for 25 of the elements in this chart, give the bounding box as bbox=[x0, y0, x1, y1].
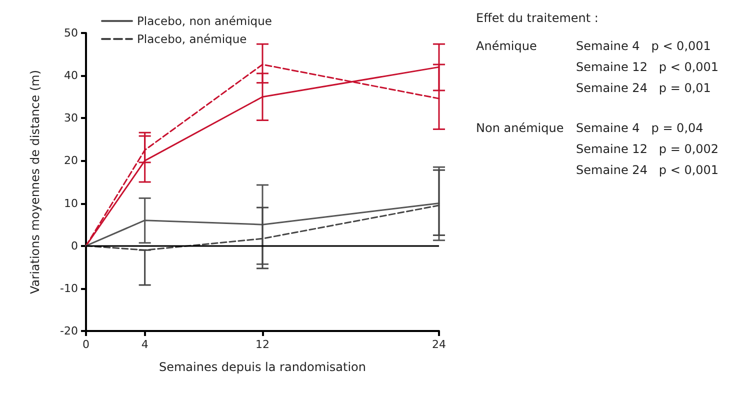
y-tick-label: 40 bbox=[64, 69, 78, 82]
text: Semaine 4 p < 0,001 bbox=[576, 39, 711, 53]
y-tick-label: 30 bbox=[64, 112, 78, 125]
x-axis-title: Semaines depuis la randomisation bbox=[158, 360, 366, 374]
text: Semaine 4 p = 0,04 bbox=[576, 121, 704, 135]
legend-label: Placebo, anémique bbox=[137, 32, 247, 46]
text: Anémique bbox=[476, 39, 537, 53]
y-tick-label: 10 bbox=[64, 196, 78, 210]
y-tick-label: 0 bbox=[71, 239, 78, 252]
x-tick-label: 24 bbox=[432, 338, 446, 351]
y-tick-label: -20 bbox=[60, 324, 78, 338]
x-tick-label: 12 bbox=[256, 338, 270, 351]
legend-label: Placebo, non anémique bbox=[137, 14, 272, 28]
text: Semaine 24 p < 0,001 bbox=[576, 163, 719, 177]
text: Semaine 12 p < 0,001 bbox=[576, 60, 719, 74]
x-tick-label: 4 bbox=[141, 338, 148, 351]
text: Semaine 12 p = 0,002 bbox=[576, 142, 719, 156]
text: Non anémique bbox=[476, 121, 564, 135]
text: Effet du traitement : bbox=[476, 11, 598, 25]
y-tick-label: -10 bbox=[60, 282, 78, 295]
y-tick-label: 50 bbox=[64, 26, 78, 40]
y-tick-label: 20 bbox=[64, 154, 78, 168]
x-tick-label: 0 bbox=[82, 338, 90, 351]
y-axis-title: Variations moyennes de distance (m) bbox=[28, 70, 42, 294]
text: Semaine 24 p = 0,01 bbox=[576, 81, 711, 95]
